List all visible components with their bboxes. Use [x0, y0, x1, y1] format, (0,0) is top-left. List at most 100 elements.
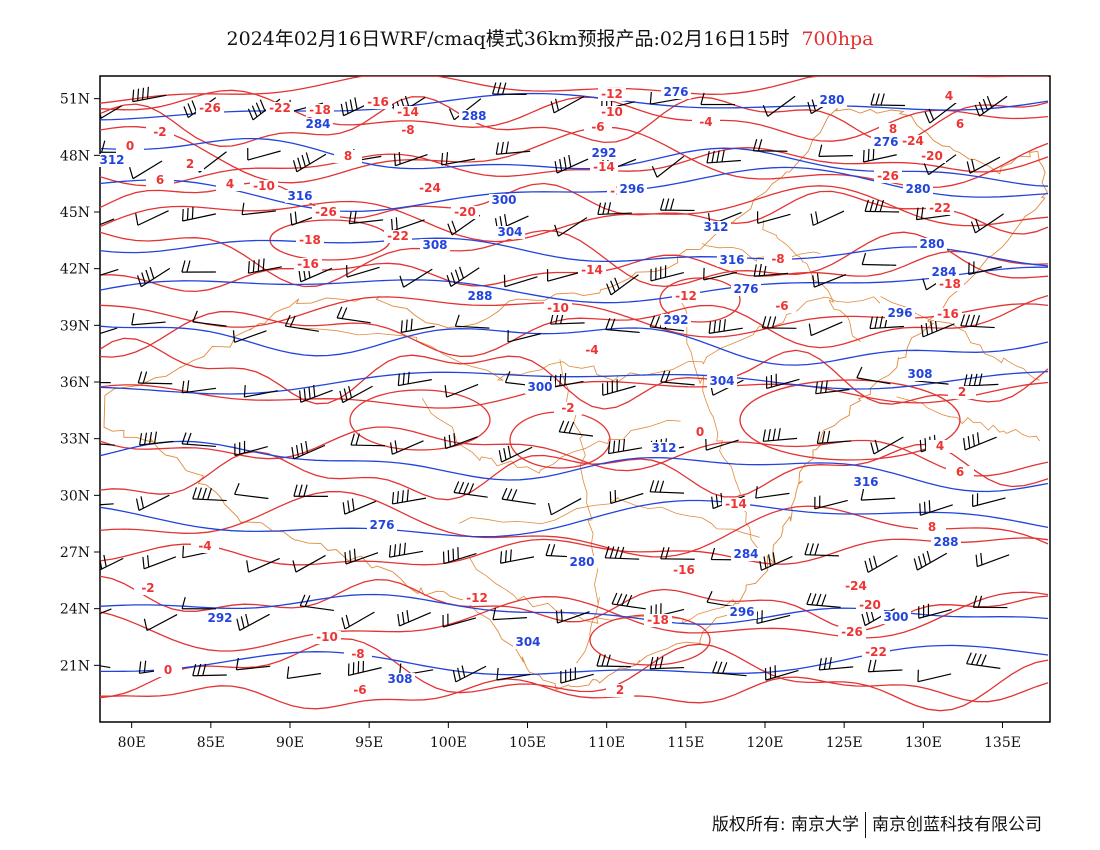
wind-barb-flag [820, 381, 823, 394]
label-bg [489, 194, 519, 207]
height-label: 308 [387, 672, 412, 686]
wind-barb-flag [772, 428, 776, 441]
wind-barb-staff [139, 440, 174, 446]
temperature-label: -20 [921, 149, 943, 163]
wind-barb-staff [553, 95, 585, 114]
wind-barb-flag [974, 104, 980, 117]
province-border [702, 243, 821, 262]
temperature-label: -14 [397, 105, 419, 119]
province-border [880, 296, 1040, 381]
wind-barb-flag [241, 202, 245, 215]
wind-barb-staff [703, 271, 737, 281]
wind-barb-staff [300, 389, 333, 403]
pressure-level: 700hpa [801, 28, 874, 50]
label-bg [344, 648, 372, 661]
label-bg [312, 206, 340, 219]
x-tick-label: 90E [276, 735, 304, 751]
wind-barb-staff [344, 611, 375, 630]
temperature-label: -22 [269, 101, 291, 115]
height-label: 276 [663, 85, 688, 99]
y-tick-label: 24N [60, 602, 90, 618]
province-border [681, 301, 761, 563]
label-bg [879, 123, 907, 136]
label-bg [929, 266, 959, 279]
wind-barb-staff [763, 437, 798, 442]
wind-barb-flag [351, 498, 355, 511]
wind-barb-flag [563, 156, 567, 170]
wind-barb-flag [341, 617, 346, 630]
label-bg [416, 182, 444, 195]
height-label: 292 [207, 611, 232, 625]
label-bg [727, 606, 757, 619]
y-tick-label: 39N [60, 318, 90, 334]
province-border [468, 555, 737, 625]
wind-barb-flag [197, 663, 202, 676]
height-label: 284 [931, 265, 956, 279]
wind-barb-staff [865, 210, 900, 213]
wind-barb-flag [710, 547, 716, 560]
temperature-isoline [100, 537, 1049, 566]
wind-barb-flag [626, 594, 633, 607]
temperature-isoline [100, 337, 1049, 410]
label-bg [918, 150, 946, 163]
wind-barb-flag [396, 491, 400, 504]
wind-barb-flag [297, 157, 302, 170]
wind-barb-flag [347, 500, 350, 513]
wind-barb-flag [766, 316, 772, 329]
wind-barb-staff [100, 218, 115, 226]
label-bg [926, 202, 954, 215]
wind-barb-flag [665, 547, 670, 560]
label-bg [606, 684, 634, 697]
temperature-label: 2 [616, 683, 624, 697]
label-bg [862, 646, 890, 659]
wind-barb-flag [348, 385, 353, 398]
wind-barb-flag [191, 100, 197, 112]
wind-barb-staff [918, 608, 952, 619]
wind-barb-flag [505, 141, 509, 154]
wind-barb-staff [968, 266, 1002, 276]
wind-barb-flag [664, 198, 670, 211]
wind-barb-flag [706, 590, 713, 603]
wind-barb-flag [872, 659, 877, 672]
wind-barb-flag [451, 220, 457, 233]
wind-barb-flag [393, 544, 397, 557]
wind-barb-flag [870, 442, 875, 455]
wind-barb-flag [977, 595, 983, 608]
wind-barb-flag [711, 496, 714, 509]
footer-divider [865, 812, 866, 838]
label-bg [266, 102, 294, 115]
wind-barb-flag [767, 428, 771, 441]
wind-barb-staff [100, 105, 123, 120]
temperature-label: -26 [315, 205, 337, 219]
wind-barb-staff [650, 97, 684, 105]
wind-barb-flag [298, 484, 303, 497]
wind-barb-staff [557, 611, 590, 624]
wind-barb-staff [755, 492, 790, 499]
y-tick-label: 51N [60, 92, 90, 108]
wind-barb-staff [442, 617, 477, 628]
wind-barb-flag [511, 489, 518, 501]
height-label: 292 [663, 313, 688, 327]
wind-barb-flag [554, 374, 557, 387]
wind-barb-flag [187, 103, 193, 115]
wind-barb-flag [181, 208, 184, 222]
wind-barb-flag [700, 92, 705, 105]
wind-barb-flag [144, 432, 148, 445]
wind-barb-staff [100, 268, 119, 276]
height-isoline [100, 92, 1049, 121]
wind-barb-staff [349, 219, 384, 225]
wind-barb-flag [960, 314, 966, 326]
y-tick-label: 21N [60, 658, 90, 674]
wind-barb-staff [917, 552, 948, 571]
wind-barb-flag [966, 161, 971, 174]
wind-barb-flag [255, 102, 262, 114]
wind-barb-flag [90, 562, 92, 574]
wind-barb-staff [975, 213, 1004, 234]
wind-barb-flag [354, 97, 358, 110]
label-bg [216, 178, 244, 191]
wind-barb-flag [922, 278, 927, 291]
wind-barb-flag [142, 556, 145, 569]
wind-barb-flag [864, 199, 870, 212]
wind-barb-flag [100, 557, 103, 570]
wind-barb-flag [976, 432, 980, 445]
